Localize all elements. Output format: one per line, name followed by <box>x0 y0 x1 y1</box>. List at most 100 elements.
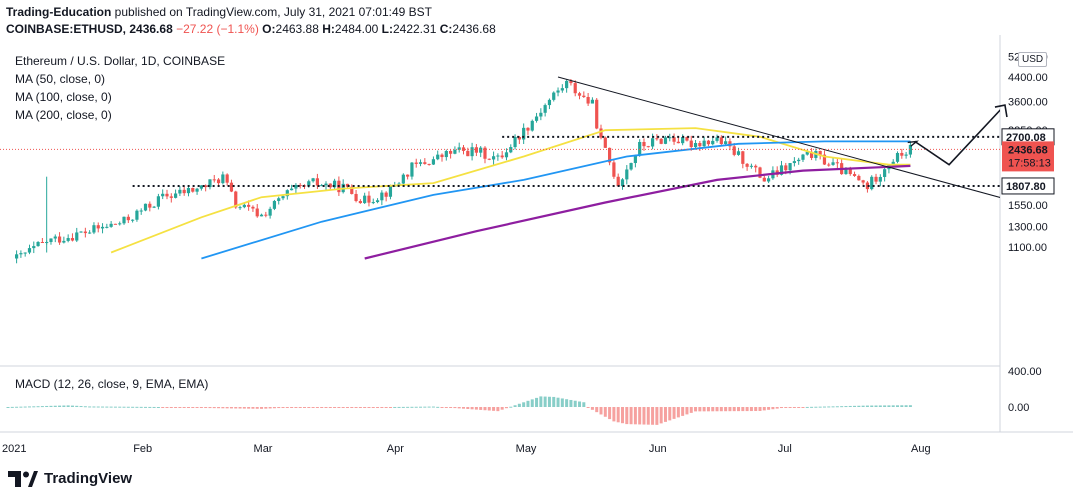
macd-histogram-bar <box>208 407 212 409</box>
macd-histogram-bar <box>148 406 152 408</box>
candle-body <box>749 165 754 167</box>
candle-body <box>311 178 315 182</box>
candle-body <box>668 137 672 139</box>
candle-body <box>874 176 878 182</box>
macd-histogram-bar <box>509 406 513 408</box>
macd-histogram-bar <box>264 407 268 409</box>
candle-body <box>449 151 453 154</box>
candle-body <box>204 185 208 188</box>
macd-histogram-bar <box>547 396 551 407</box>
candle-body <box>186 187 191 194</box>
tradingview-logo[interactable]: TradingView <box>8 470 132 487</box>
time-tick-label: Feb <box>133 443 152 455</box>
macd-histogram-bar <box>122 406 126 408</box>
candle-body <box>470 147 474 157</box>
candle-body <box>109 223 113 227</box>
legend-ma100[interactable]: MA (100, close, 0) <box>15 90 112 104</box>
macd-histogram-bar <box>625 407 629 425</box>
macd-histogram-bar <box>221 407 225 409</box>
macd-histogram-bar <box>367 407 371 408</box>
macd-histogram-bar <box>522 402 526 407</box>
candle-body <box>736 151 741 155</box>
candle-body <box>70 238 75 241</box>
publisher-name[interactable]: Trading-Education <box>6 5 112 19</box>
macd-histogram-bar <box>754 407 758 412</box>
macd-histogram-bar <box>225 407 229 409</box>
symbol-line: COINBASE:ETHUSD, 2436.68 −27.22 (−1.1%) … <box>6 22 496 36</box>
macd-histogram-bar <box>354 407 358 408</box>
legend-ma200[interactable]: MA (200, close, 0) <box>15 108 112 122</box>
macd-histogram-bar <box>40 406 44 408</box>
candle-body <box>556 90 560 93</box>
candle-body <box>513 136 517 148</box>
macd-histogram-bar <box>706 407 710 412</box>
macd-histogram-bar <box>865 405 869 407</box>
macd-histogram-bar <box>260 407 264 409</box>
macd-histogram-bar <box>758 407 762 411</box>
macd-histogram-bar <box>75 405 79 407</box>
legend-ma50[interactable]: MA (50, close, 0) <box>15 72 106 86</box>
macd-histogram-bar <box>672 407 676 419</box>
macd-histogram-bar <box>612 407 616 422</box>
candle-body <box>650 138 655 147</box>
candle-body <box>560 88 564 91</box>
macd-histogram-bar <box>96 406 100 408</box>
time-tick-label: 2021 <box>2 443 26 455</box>
candle-body <box>88 232 92 234</box>
macd-histogram-bar <box>49 405 53 407</box>
candle-body <box>895 152 900 162</box>
time-tick-label: Mar <box>254 443 273 455</box>
candle-body <box>672 137 676 142</box>
tradingview-brand: TradingView <box>44 470 133 487</box>
macd-histogram-bar <box>234 407 238 409</box>
candle-body <box>161 193 165 197</box>
legend-macd[interactable]: MACD (12, 26, close, 9, EMA, EMA) <box>15 377 209 391</box>
candle-body <box>363 195 367 204</box>
macd-histogram-bar <box>358 407 362 408</box>
macd-histogram-bar <box>582 402 586 407</box>
candle-body <box>49 238 53 243</box>
candle-body <box>801 154 805 160</box>
macd-histogram-bar <box>6 407 10 408</box>
macd-histogram-bar <box>492 407 496 411</box>
macd-histogram-bar <box>483 407 487 411</box>
price-tick-label: 1100.00 <box>1008 242 1047 254</box>
macd-histogram-bar <box>530 399 534 407</box>
open-value: 2463.88 <box>275 22 319 36</box>
macd-histogram-bar <box>844 406 848 408</box>
candle-body <box>156 196 161 207</box>
price-tick-label: 4400.00 <box>1008 72 1048 84</box>
candle-body <box>603 137 607 148</box>
macd-histogram-bar <box>384 407 388 408</box>
currency-label[interactable]: USD <box>1018 52 1048 67</box>
legend-title[interactable]: Ethereum / U.S. Dollar, 1D, COINBASE <box>15 54 226 68</box>
macd-histogram-bar <box>535 397 539 407</box>
candle-body <box>238 207 242 209</box>
macd-histogram-bar <box>337 407 341 408</box>
candle-body <box>367 195 371 203</box>
candle-body <box>530 120 534 131</box>
macd-histogram-bar <box>169 407 173 408</box>
macd-histogram-bar <box>504 407 508 409</box>
candle-body <box>66 238 70 241</box>
candle-body <box>474 147 478 153</box>
macd-histogram-bar <box>32 406 36 408</box>
candle-body <box>225 174 229 183</box>
candle-body <box>242 204 246 208</box>
last-price-tag <box>1002 141 1054 172</box>
macd-histogram-bar <box>719 407 723 412</box>
candle-body <box>148 203 152 208</box>
candle-body <box>431 159 436 165</box>
candle-body <box>251 206 255 209</box>
macd-histogram-bar <box>883 405 887 407</box>
macd-histogram-bar <box>629 407 633 425</box>
candle-body <box>732 146 736 155</box>
macd-histogram-bar <box>466 407 470 409</box>
candle-body <box>135 210 139 220</box>
candle-body <box>401 174 405 184</box>
macd-histogram-bar <box>543 396 547 407</box>
price-change: −27.22 (−1.1%) <box>176 22 259 36</box>
candle-body <box>724 141 728 145</box>
